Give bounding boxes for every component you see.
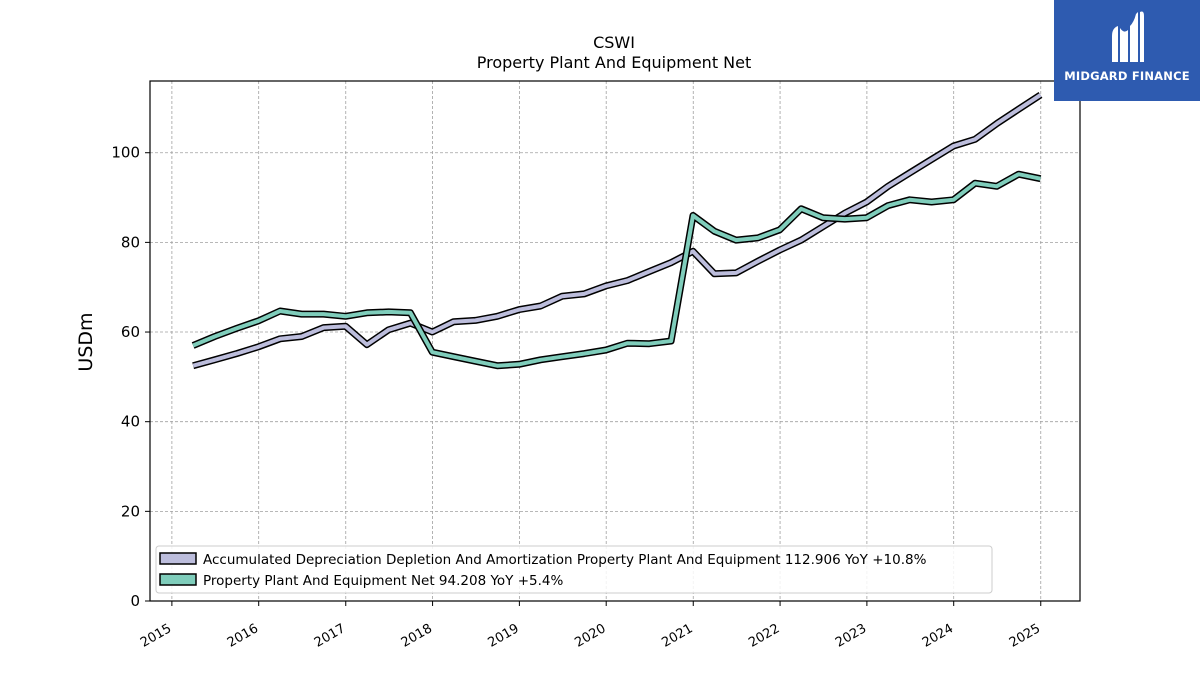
y-tick-label: 40 <box>121 413 140 431</box>
x-tick-label: 2024 <box>920 621 956 651</box>
legend-swatch-ppe-net <box>159 573 197 586</box>
y-tick-label: 60 <box>121 323 140 341</box>
logo-text: MIDGARD FINANCE <box>1064 69 1190 83</box>
series-lines <box>191 91 1043 370</box>
series-line-1 <box>192 172 1041 368</box>
chart-subtitle: Property Plant And Equipment Net <box>477 53 752 72</box>
x-tick-label: 2019 <box>486 621 522 651</box>
series-outline-0 <box>192 91 1043 370</box>
x-tick-label: 2023 <box>833 621 869 651</box>
legend-box <box>155 545 993 594</box>
y-tick-label: 80 <box>121 233 140 251</box>
x-tick-label: 2021 <box>659 621 695 651</box>
grid <box>150 81 1080 602</box>
x-tick-label: 2020 <box>572 621 608 651</box>
x-tick-label: 2016 <box>225 621 261 651</box>
y-axis-ticks: 0 20 40 60 80 100 <box>111 144 150 610</box>
midgard-logo: MIDGARD FINANCE <box>1054 0 1200 101</box>
x-axis-ticks: 2015 2016 2017 2018 2019 2020 2021 2022 2023 2024… <box>138 601 1043 651</box>
legend-label-ppe-net: Property Plant And Equipment Net 94.208 … <box>203 573 563 589</box>
y-axis-label: USDm <box>75 312 97 371</box>
chart-title: CSWI <box>593 33 635 52</box>
x-tick-label: 2017 <box>312 621 348 651</box>
series-line-0 <box>192 93 1042 368</box>
series-outline-1 <box>191 170 1042 370</box>
legend-swatch-accumulated-depreciation <box>159 552 197 565</box>
x-tick-label: 2022 <box>746 621 782 651</box>
y-tick-label: 100 <box>111 144 140 162</box>
x-tick-label: 2018 <box>399 621 435 651</box>
y-tick-label: 20 <box>121 502 140 520</box>
midgard-logo-icon <box>1112 11 1144 62</box>
legend: Accumulated Depreciation Depletion And A… <box>155 545 993 594</box>
legend-label-accumulated-depreciation: Accumulated Depreciation Depletion And A… <box>203 552 927 568</box>
y-tick-label: 0 <box>130 592 140 610</box>
x-tick-label: 2025 <box>1007 621 1043 651</box>
plot-frame <box>149 80 1081 602</box>
x-tick-label: 2015 <box>138 621 174 651</box>
